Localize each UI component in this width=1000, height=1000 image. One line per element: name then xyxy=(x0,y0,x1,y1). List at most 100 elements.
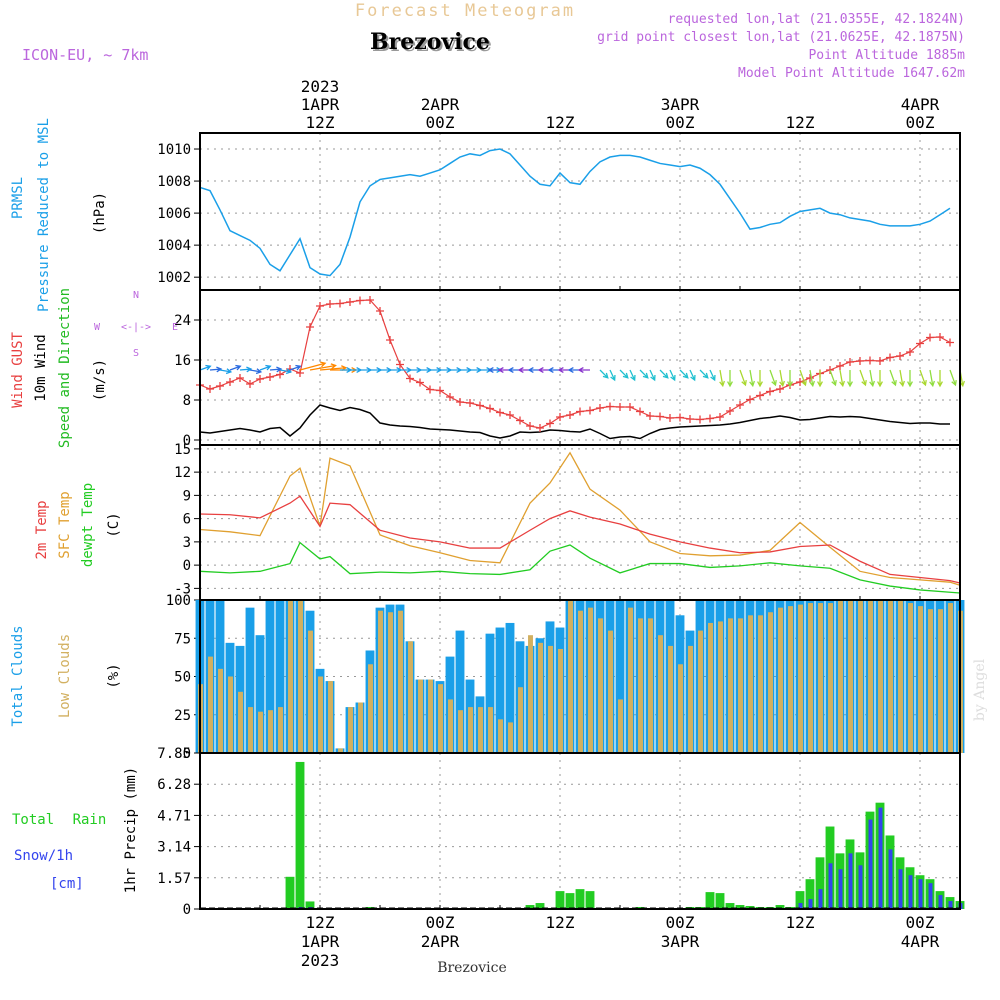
top-date-label: 2APR xyxy=(421,95,460,114)
gust-point xyxy=(896,352,904,360)
gust-point xyxy=(876,357,884,365)
wind-direction-arrow xyxy=(460,367,473,373)
low-cloud-bar xyxy=(738,618,743,753)
low-cloud-bar xyxy=(948,603,953,753)
rain-bar xyxy=(535,903,545,909)
top-year-label: 2023 xyxy=(301,77,340,96)
compass-rose: N S W E <-|-> xyxy=(94,290,178,359)
total-cloud-bar xyxy=(245,607,255,753)
low-cloud-bar xyxy=(248,707,253,753)
clouds-panel: 0 25 50 75 100 xyxy=(166,593,965,762)
grid-point-coords: grid point closest lon,lat (21.0625E, 42… xyxy=(597,30,965,45)
clouds-unit-label: (%) xyxy=(106,663,122,688)
snow-bar xyxy=(808,899,813,909)
bottom-date-label: 1APR xyxy=(301,932,340,951)
low-cloud-bar xyxy=(868,600,873,753)
snow-label: Snow/1h xyxy=(14,848,73,864)
low-cloud-bar xyxy=(428,679,433,753)
y-tick-label: 24 xyxy=(174,313,191,329)
low-cloud-bar xyxy=(688,645,693,753)
gust-point xyxy=(486,404,494,413)
gust-point xyxy=(606,402,614,411)
wind-direction-arrow xyxy=(769,369,777,387)
y-tick-label: 6 xyxy=(183,512,191,528)
wind-speed-line xyxy=(199,404,950,440)
gust-point xyxy=(406,374,414,383)
low-cloud-bar xyxy=(568,600,573,753)
low-cloud-bar xyxy=(758,615,763,753)
low-cloud-bar xyxy=(228,676,233,753)
gust-point xyxy=(696,415,704,424)
low-cloud-bar xyxy=(598,618,603,753)
rain-bar xyxy=(295,761,305,909)
gust-point xyxy=(646,412,654,420)
total-cloud-bar xyxy=(495,627,505,753)
wind-direction-arrow xyxy=(869,369,875,388)
top-hour-label: 12Z xyxy=(786,113,815,132)
wind-direction-arrow xyxy=(859,369,867,387)
gust-point xyxy=(736,401,744,409)
temp2m-label: 2m Temp xyxy=(34,500,50,559)
low-cloud-bar xyxy=(608,630,613,753)
rain-bar xyxy=(715,893,725,909)
low-cloud-bar xyxy=(818,603,823,753)
gust-point xyxy=(836,362,844,370)
pressure-line xyxy=(199,148,951,277)
low-cloud-bar xyxy=(288,600,293,753)
wind-direction-arrow xyxy=(229,364,242,371)
low-cloud-bar xyxy=(668,645,673,753)
wind-direction-arrow xyxy=(289,364,302,371)
low-cloud-bar xyxy=(898,600,903,753)
gust-point xyxy=(666,414,674,422)
y-tick-label: 0 xyxy=(183,746,191,762)
rain-bar xyxy=(585,891,595,909)
gust-point xyxy=(476,401,484,410)
gust-point xyxy=(506,411,514,419)
bottom-hour-label: 00Z xyxy=(906,913,935,932)
low-cloud-bar xyxy=(538,642,543,753)
low-cloud-bar xyxy=(938,609,943,753)
gust-point xyxy=(316,302,324,310)
wind-direction-arrow xyxy=(209,366,223,373)
compass-arrows-h: <-|-> xyxy=(121,322,151,333)
gust-point xyxy=(806,374,814,382)
gust-point xyxy=(656,412,664,421)
gust-point xyxy=(756,391,764,400)
low-cloud-bar xyxy=(858,600,863,753)
low-cloud-bar xyxy=(508,722,513,753)
bottom-hour-label: 12Z xyxy=(786,913,815,932)
low-cloud-bar xyxy=(338,748,343,753)
rain-bar xyxy=(525,905,535,909)
gust-point xyxy=(716,413,724,421)
low-cloud-bar xyxy=(478,707,483,753)
total-cloud-bar xyxy=(265,600,275,753)
wind-direction-arrow xyxy=(937,370,943,388)
compass-w: W xyxy=(94,322,101,333)
gust-point xyxy=(336,299,344,308)
location-title: Brezovice xyxy=(372,31,492,57)
compass-s: S xyxy=(133,348,139,359)
low-cloud-bar xyxy=(848,600,853,753)
low-cloud-bar xyxy=(678,664,683,753)
total-cloud-bar xyxy=(275,600,285,753)
y-tick-label: 1.57 xyxy=(157,871,191,887)
wind-direction-arrow xyxy=(847,370,853,388)
y-tick-label: -3 xyxy=(174,581,191,597)
gust-point xyxy=(516,416,524,425)
low-cloud-bar xyxy=(618,699,623,753)
wind-direction-arrow xyxy=(757,370,763,388)
gust-point xyxy=(916,339,924,348)
requested-coords: requested lon,lat (21.0355E, 42.1824N) xyxy=(668,12,965,27)
y-tick-label: 100 xyxy=(166,593,191,609)
gust-point xyxy=(496,408,504,417)
y-tick-label: 1008 xyxy=(157,174,191,190)
wind-direction-arrow xyxy=(199,364,212,371)
panel-frame xyxy=(199,752,961,910)
wind-direction-arrow xyxy=(817,370,823,388)
gust-line xyxy=(199,299,951,429)
wind-direction-arrow xyxy=(659,369,669,379)
low-clouds-label: Low Clouds xyxy=(57,634,73,718)
low-cloud-bar xyxy=(648,618,653,753)
wind-direction-arrow xyxy=(719,369,725,388)
gust-point xyxy=(926,333,934,342)
